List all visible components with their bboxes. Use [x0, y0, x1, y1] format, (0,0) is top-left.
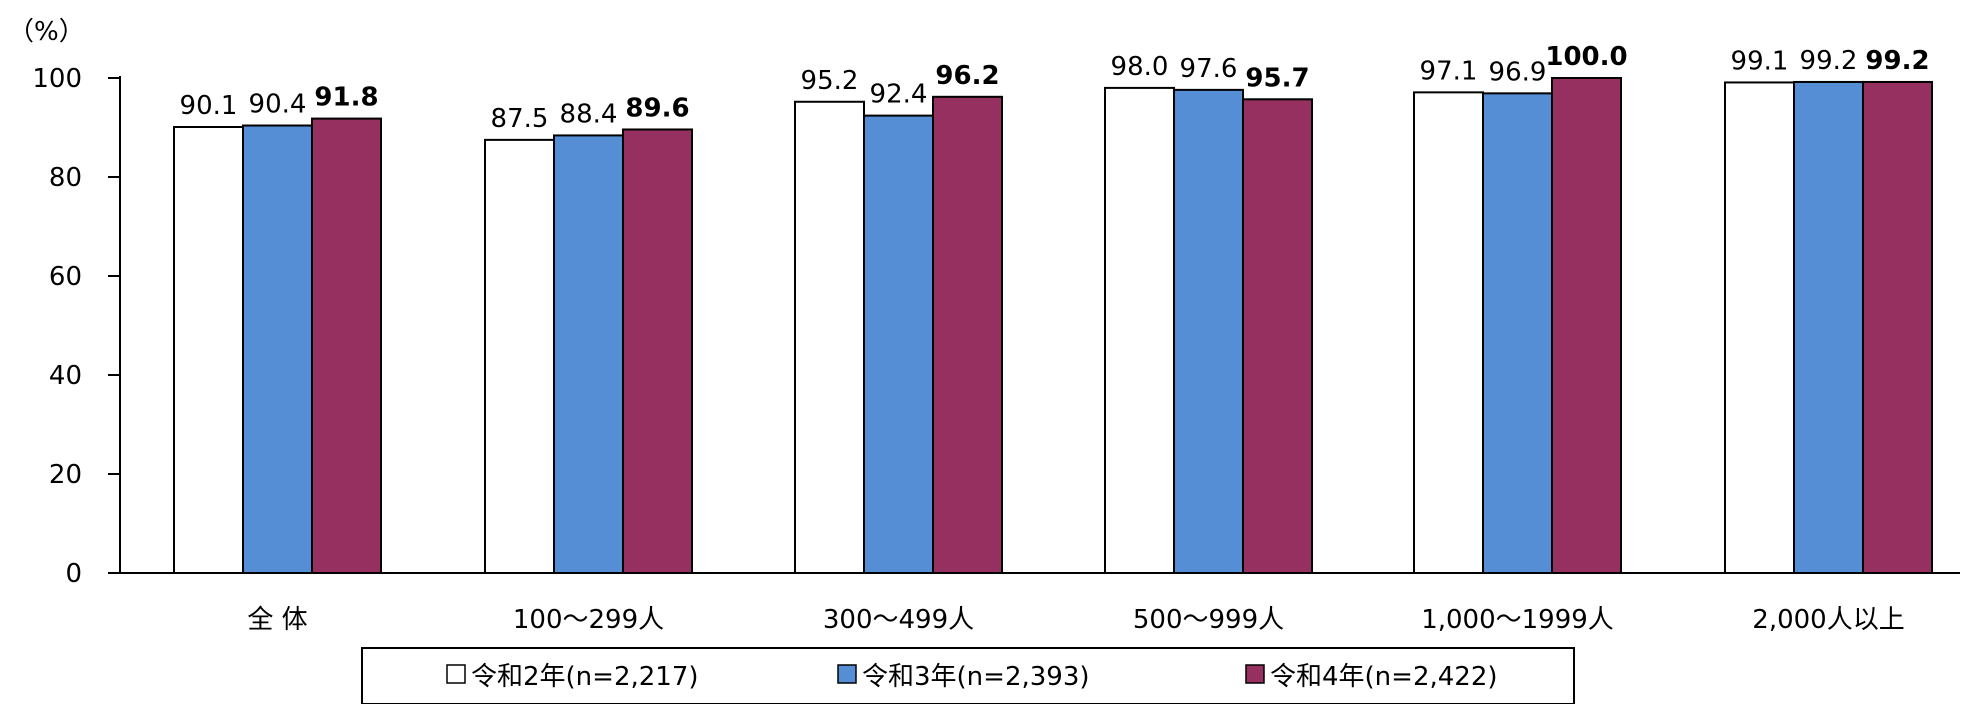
bar — [1242, 98, 1313, 574]
bar-value-label: 95.7 — [1245, 63, 1309, 93]
bar-value-label: 97.6 — [1180, 54, 1238, 84]
bar — [1173, 88, 1244, 574]
legend-label: 令和2年(n=2,217) — [471, 662, 699, 692]
bar — [1413, 91, 1484, 574]
bar — [794, 100, 865, 574]
x-axis: 全 体 100～299人 300～499人 500～999人 1,000～1999人 2,… — [120, 572, 1960, 635]
bar — [1793, 80, 1864, 575]
legend-box — [361, 647, 1575, 704]
bar-value-label: 91.8 — [314, 83, 378, 113]
bar-value-label: 98.0 — [1111, 52, 1169, 82]
bar-value-label: 99.2 — [1865, 46, 1929, 76]
category-label: 300～499人 — [823, 605, 974, 635]
bar-value-label: 87.5 — [491, 104, 549, 134]
bar — [553, 134, 624, 574]
bar-value-label: 99.2 — [1800, 46, 1858, 76]
bars — [173, 77, 1933, 575]
y-tick-label: 0 — [65, 559, 82, 589]
bar-value-label: 99.1 — [1731, 46, 1789, 76]
bar-value-label: 89.6 — [625, 93, 689, 123]
y-tick-label: 40 — [49, 361, 82, 391]
category-label: 2,000人以上 — [1752, 605, 1904, 635]
bar-value-label: 100.0 — [1545, 42, 1627, 72]
bar — [484, 138, 555, 574]
bar — [1724, 81, 1795, 575]
legend-swatch — [446, 664, 466, 684]
legend: 令和2年(n=2,217) 令和3年(n=2,393) 令和4年(n=2,422) — [361, 647, 1575, 704]
bar — [932, 95, 1003, 574]
legend-label: 令和4年(n=2,422) — [1270, 662, 1498, 692]
y-tick-label: 80 — [49, 163, 82, 193]
y-axis: 0 20 40 60 80 100 — [32, 64, 121, 589]
bar-value-label: 96.9 — [1489, 57, 1547, 87]
bar — [311, 117, 382, 574]
bar — [1551, 77, 1622, 574]
legend-swatch — [1245, 664, 1265, 684]
category-label: 100～299人 — [513, 605, 664, 635]
bar — [863, 114, 934, 575]
bar-value-label: 92.4 — [870, 80, 928, 110]
legend-label: 令和3年(n=2,393) — [862, 662, 1090, 692]
bar — [242, 124, 313, 575]
bar — [622, 128, 693, 574]
y-tick-label: 100 — [32, 64, 82, 94]
bar-value-label: 95.2 — [801, 66, 859, 96]
legend-swatch — [837, 664, 857, 684]
bar-value-label: 90.1 — [180, 91, 238, 121]
y-tick-label: 60 — [49, 262, 82, 292]
category-label: 1,000～1999人 — [1421, 605, 1614, 635]
bar-value-label: 97.1 — [1420, 56, 1478, 86]
bar — [173, 126, 244, 574]
bar — [1482, 92, 1553, 574]
bar — [1104, 86, 1175, 575]
bar — [1862, 80, 1933, 575]
category-label: 全 体 — [247, 605, 307, 635]
unit-label: （%） — [8, 17, 85, 47]
category-label: 500～999人 — [1133, 605, 1284, 635]
value-labels: 90.1 87.5 95.2 98.0 97.1 99.1 90.4 88.4 92.4 97.6… — [180, 42, 1930, 134]
y-tick-label: 20 — [49, 460, 82, 490]
bar-value-label: 90.4 — [249, 90, 307, 120]
bar-value-label: 96.2 — [935, 61, 999, 91]
bar-value-label: 88.4 — [560, 99, 618, 129]
